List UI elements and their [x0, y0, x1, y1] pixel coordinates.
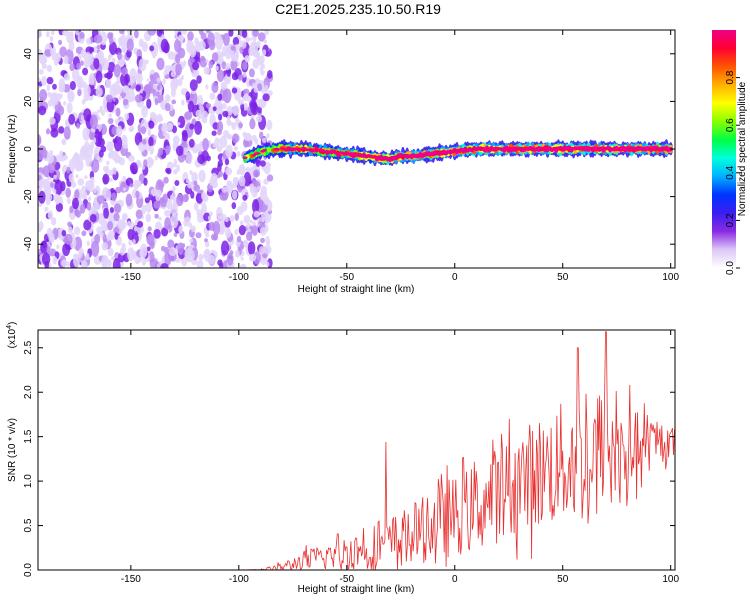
snr-xtick-label: 50	[557, 574, 569, 585]
snr-series-line	[38, 331, 675, 570]
spectrogram-ytick-label: 0	[23, 146, 34, 152]
snr-y-scale-factor: (x104)	[6, 322, 18, 349]
colorbar-tick-label: 0.0	[725, 261, 736, 275]
snr-ytick-label: 0.0	[23, 563, 34, 577]
spectrogram-xlabel: Height of straight line (km)	[298, 284, 415, 295]
snr-xtick-label: 100	[662, 574, 679, 585]
spectrogram-xtick-label: -100	[229, 272, 249, 283]
ridge-band	[243, 139, 673, 167]
figure-title: C2E1.2025.235.10.50.R19	[275, 1, 441, 17]
spectrogram-xtick-label: 0	[452, 272, 458, 283]
snr-xtick-label: -150	[121, 574, 141, 585]
snr-xlabel: Height of straight line (km)	[298, 584, 415, 595]
snr-ytick-label: 2.0	[23, 385, 34, 399]
snr-chart: -150 -100 -50 0 50 100 0.0 0.5 1.0 1.5 2.0 2.5 Heig…	[6, 322, 679, 595]
spectrogram-ytick-label: -20	[23, 189, 34, 204]
snr-xtick-label: -100	[229, 574, 249, 585]
snr-ylabel: SNR (10 * v/v)	[7, 418, 18, 482]
colorbar-bar	[712, 30, 736, 268]
snr-ytick-label: 0.5	[23, 518, 34, 532]
snr-frame	[37, 329, 676, 571]
spectrogram-plot-area	[38, 30, 673, 268]
snr-xtick-label: 0	[452, 574, 458, 585]
snr-ytick-label: 1.0	[23, 474, 34, 488]
colorbar-tick-label: 0.2	[725, 213, 736, 227]
colorbar-tick-label: 0.8	[725, 70, 736, 84]
spectrogram-ytick-label: 40	[23, 48, 34, 60]
spectrogram-chart: -150 -100 -50 0 50 100 -40 -20 0 20 40 Height of s…	[7, 29, 748, 295]
snr-ytick-label: 2.5	[23, 340, 34, 354]
snr-xtick-label: -50	[340, 574, 355, 585]
spectrogram-ytick-label: 20	[23, 95, 34, 107]
colorbar: 0.0 0.2 0.4 0.6 0.8 Normalized spectral ampl…	[712, 30, 748, 275]
spectrogram-xtick-label: 100	[662, 272, 679, 283]
snr-plot-area	[38, 331, 675, 570]
colorbar-label: Normalized spectral amplitude	[737, 81, 748, 216]
snr-scale-exponent: 4	[6, 325, 13, 329]
snr-scale-base: (x10	[7, 328, 18, 348]
colorbar-tick-label: 0.6	[725, 118, 736, 132]
snr-ytick-label: 1.5	[23, 429, 34, 443]
colorbar-tick-label: 0.4	[725, 165, 736, 179]
spectrogram-ylabel: Frequency (Hz)	[7, 115, 18, 184]
noise-region	[38, 30, 274, 268]
svg-text:(x104): (x104)	[6, 322, 18, 349]
spectrogram-ytick-label: -40	[23, 237, 34, 252]
spectrogram-xtick-label: -150	[121, 272, 141, 283]
spectrogram-xtick-label: -50	[340, 272, 355, 283]
spectrogram-xtick-label: 50	[557, 272, 569, 283]
